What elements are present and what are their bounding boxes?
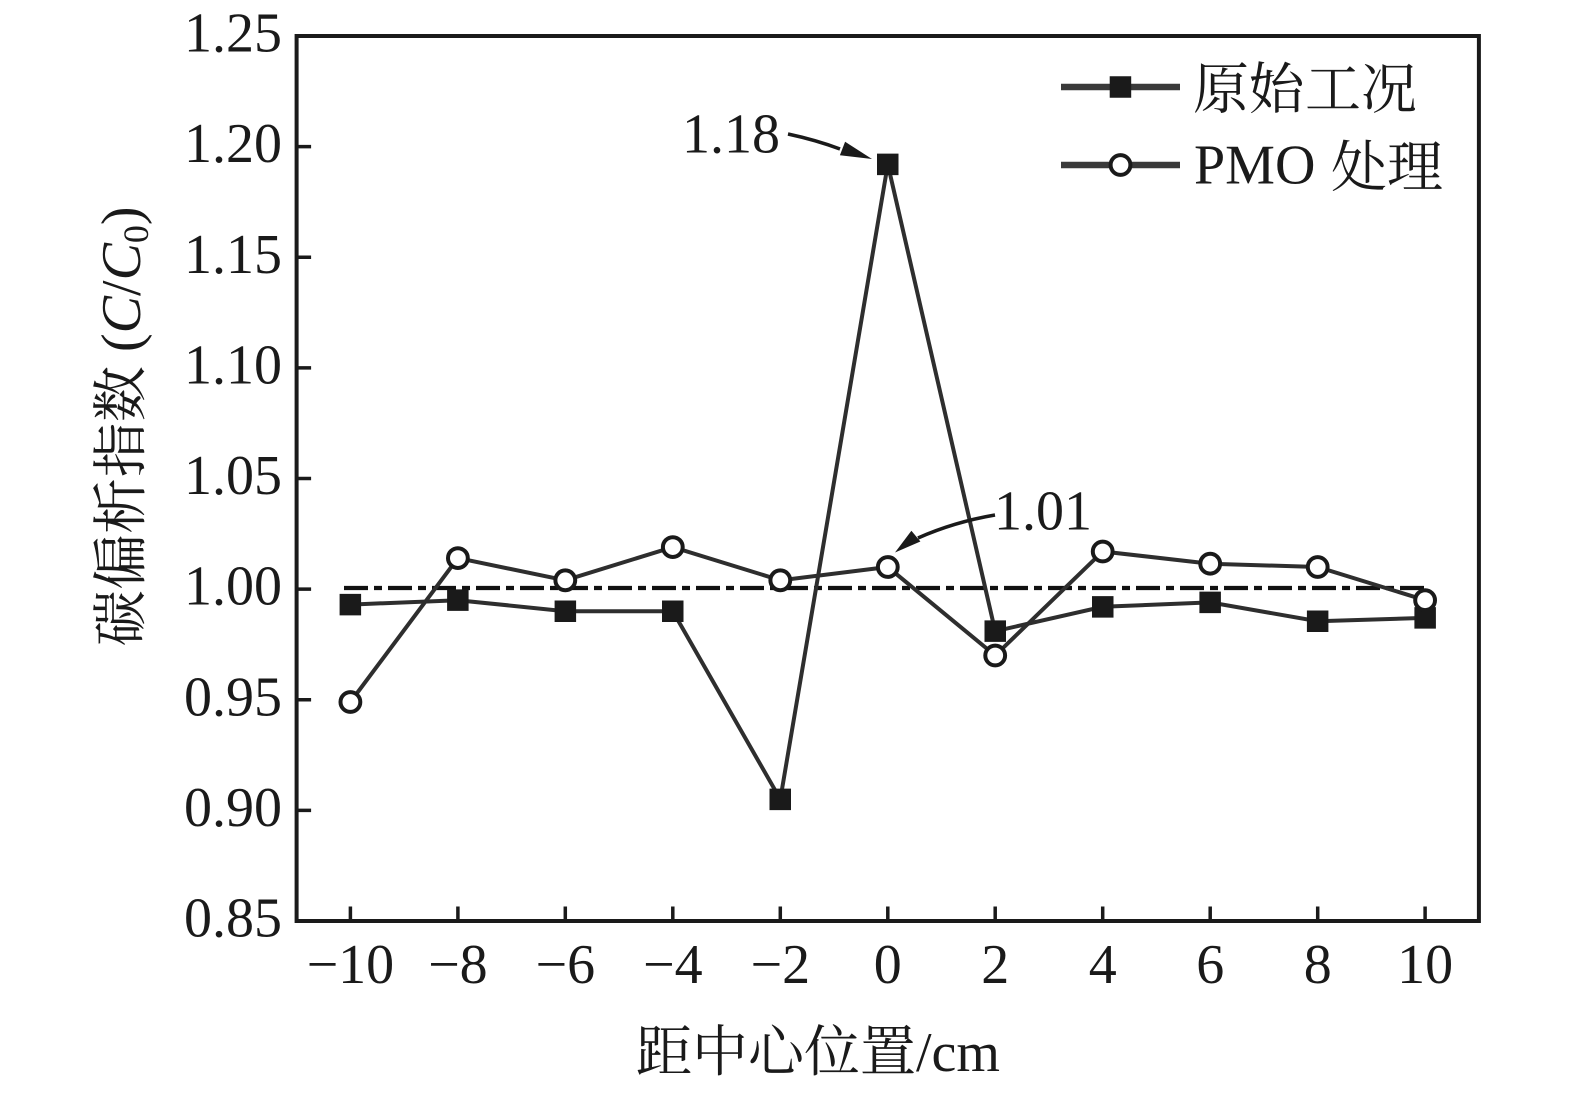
svg-text:2: 2 bbox=[981, 934, 1009, 996]
svg-text:1.20: 1.20 bbox=[184, 113, 282, 175]
svg-text:10: 10 bbox=[1397, 934, 1453, 996]
svg-text:1.15: 1.15 bbox=[184, 224, 282, 286]
svg-text:1.25: 1.25 bbox=[184, 3, 282, 65]
svg-text:1.00: 1.00 bbox=[184, 556, 282, 618]
svg-text:8: 8 bbox=[1304, 934, 1332, 996]
svg-text:4: 4 bbox=[1089, 934, 1117, 996]
svg-text:−8: −8 bbox=[428, 934, 488, 996]
svg-text:−6: −6 bbox=[536, 934, 596, 996]
svg-text:0.95: 0.95 bbox=[184, 666, 282, 728]
svg-text:6: 6 bbox=[1196, 934, 1224, 996]
svg-text:−4: −4 bbox=[643, 934, 703, 996]
svg-text:−10: −10 bbox=[307, 934, 395, 996]
svg-text:0.85: 0.85 bbox=[184, 888, 282, 950]
svg-text:1.01: 1.01 bbox=[994, 481, 1092, 543]
svg-text:PMO: PMO bbox=[1194, 135, 1315, 197]
svg-text:/cm: /cm bbox=[916, 1022, 1000, 1084]
svg-text:0: 0 bbox=[874, 934, 902, 996]
svg-text:1.18: 1.18 bbox=[682, 104, 780, 166]
svg-text:−2: −2 bbox=[751, 934, 811, 996]
svg-text:(C/C0): (C/C0) bbox=[91, 206, 156, 352]
svg-text:1.10: 1.10 bbox=[184, 334, 282, 396]
svg-text:1.05: 1.05 bbox=[184, 445, 282, 507]
svg-text:0.90: 0.90 bbox=[184, 777, 282, 839]
